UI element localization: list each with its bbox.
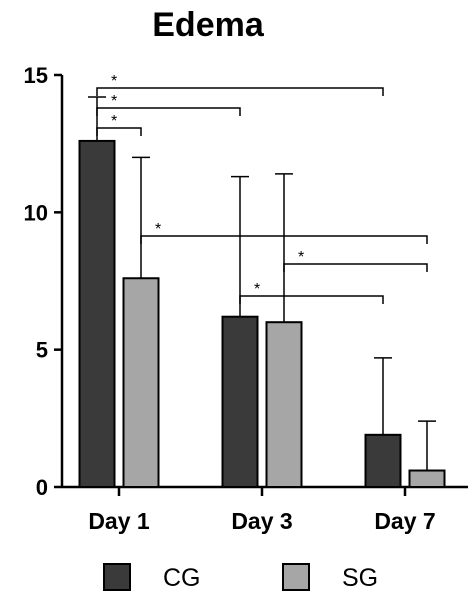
bracket-line-5 [283,263,428,272]
legend-label-sg: SG [342,564,378,592]
legend-swatch-sg [282,563,310,591]
bracket-line-6 [239,295,384,304]
significance-bracket-6: * [239,281,384,304]
legend-label-cg: CG [163,564,201,592]
significance-bracket-2: * [96,93,241,116]
significance-label-1: * [111,73,117,90]
x-tick-label-day-7: Day 7 [374,508,435,534]
bar-sg-day-3 [265,321,303,489]
legend-swatch-cg [103,563,131,591]
bar-cg-day-1 [78,139,116,488]
significance-bracket-1: * [96,73,384,96]
significance-bracket-3: * [96,113,142,136]
significance-label-6: * [254,281,260,298]
x-tick-label-day-1: Day 1 [88,508,150,534]
y-tick-label-5: 5 [36,338,48,363]
chart-title: Edema [152,6,265,44]
bar-cg-day-3 [221,315,259,488]
bar-cg-day-7 [364,433,402,488]
x-tick-label-day-3: Day 3 [231,508,292,534]
y-tick-label-0: 0 [36,475,48,500]
bracket-line-2 [96,107,241,116]
bracket-line-4 [140,235,428,244]
legend: CG SG [103,563,378,592]
bar-sg-day-1 [122,277,160,488]
significance-label-3: * [111,113,117,130]
significance-label-2: * [111,93,117,110]
bars [78,96,446,489]
significance-brackets: * * * * * * [96,73,428,304]
y-tick-label-15: 15 [24,63,48,88]
significance-label-5: * [298,249,304,266]
bracket-line-3 [96,127,142,136]
significance-label-4: * [155,221,161,238]
bracket-line-1 [96,87,384,96]
significance-bracket-4: * [140,221,428,244]
significance-bracket-5: * [283,249,428,272]
y-tick-label-10: 10 [24,200,48,225]
bar-sg-day-7 [408,469,446,488]
axes: 0 5 10 15 Day 1 Day 3 Day 7 [24,63,468,534]
